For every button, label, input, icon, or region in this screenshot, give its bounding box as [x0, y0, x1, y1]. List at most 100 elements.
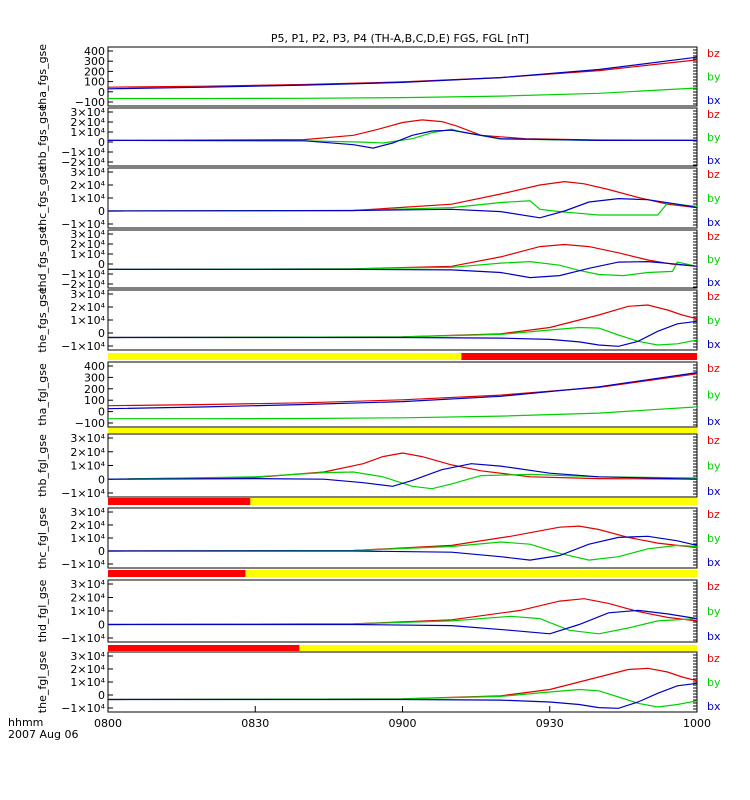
series-bz-line [107, 243, 698, 270]
series-bz-line [107, 180, 698, 212]
legend-by: by [707, 71, 721, 84]
y-tick-label: 0 [98, 136, 105, 149]
panel-frame [107, 167, 698, 229]
y-tick-label: 1×10⁴ [70, 248, 105, 261]
x-tick-label: 0930 [536, 717, 564, 730]
date-label: 2007 Aug 06 [8, 728, 78, 741]
y-tick-label: −1×10⁴ [61, 218, 105, 231]
y-tick-label: 2×10⁴ [70, 238, 105, 251]
y-tick-label: −100 [75, 417, 105, 430]
series-by-line [107, 326, 698, 346]
panel-ylabel: thb_fgl_gse [36, 434, 49, 497]
y-tick-label: 0 [98, 689, 105, 702]
status-bar-segment [250, 498, 697, 505]
legend-by: by [707, 532, 721, 545]
legend-bz: bz [707, 168, 720, 181]
y-tick-label: 300 [84, 371, 105, 384]
y-tick-label: 3×10⁴ [70, 228, 105, 241]
series-bz-line [107, 59, 698, 88]
status-bar-segment [108, 353, 462, 360]
y-tick-label: 0 [98, 619, 105, 632]
panel-ylabel: tha_fgs_gse [36, 44, 49, 109]
legend-bz: bz [707, 108, 720, 121]
y-tick-label: 200 [84, 65, 105, 78]
panel-frame [107, 433, 698, 498]
y-tick-label: 1×10⁴ [70, 676, 105, 689]
legend-bx: bx [707, 415, 721, 428]
legend-bz: bz [707, 652, 720, 665]
y-tick-label: 2×10⁴ [70, 301, 105, 314]
legend-bx: bx [707, 154, 721, 167]
series-by-line [107, 688, 698, 708]
y-tick-label: −2×10⁴ [61, 156, 105, 169]
x-axis-label: hhmm [8, 716, 43, 729]
series-bx-line [107, 372, 698, 410]
series-bz-line [107, 525, 698, 552]
legend-bx: bx [707, 556, 721, 569]
legend-bx: bx [707, 276, 721, 289]
y-tick-label: 3×10⁴ [70, 166, 105, 179]
legend-by: by [707, 460, 721, 473]
y-tick-label: 3×10⁴ [70, 650, 105, 663]
y-tick-label: 1×10⁴ [70, 605, 105, 618]
legend-by: by [707, 253, 721, 266]
y-tick-label: 0 [98, 86, 105, 99]
legend-bx: bx [707, 216, 721, 229]
y-tick-label: 1×10⁴ [70, 460, 105, 473]
x-tick-label: 0830 [241, 717, 269, 730]
series-by-line [107, 615, 698, 635]
panel-ylabel: the_fgl_gse [36, 651, 49, 714]
y-tick-label: −1×10⁴ [61, 702, 105, 715]
series-by-line [108, 87, 698, 100]
legend-bz: bz [707, 47, 720, 60]
legend-bx: bx [707, 338, 721, 351]
series-bx-line [108, 320, 698, 347]
y-tick-label: 1×10⁴ [70, 192, 105, 205]
legend-by: by [707, 192, 721, 205]
legend-by: by [707, 676, 721, 689]
legend-by: by [707, 605, 721, 618]
panel-ylabel: thc_fgs_gse [36, 166, 49, 231]
y-tick-label: 400 [84, 360, 105, 373]
y-tick-label: 1×10⁴ [70, 314, 105, 327]
status-bar-segment [108, 570, 246, 577]
y-tick-label: 3×10⁴ [70, 432, 105, 445]
series-bx-line [108, 609, 698, 635]
status-bar-segment [108, 645, 300, 651]
y-tick-label: −1×10⁴ [61, 632, 105, 645]
panel-ylabel: the_fgs_gse [36, 287, 49, 352]
series-by-line [107, 541, 698, 561]
panel-frame [107, 507, 698, 569]
panel-frame [107, 651, 698, 713]
panel-frame [107, 289, 698, 351]
series-bz-line [107, 667, 698, 701]
y-tick-label: 3×10⁴ [70, 578, 105, 591]
legend-bx: bx [707, 485, 721, 498]
y-tick-label: 0 [98, 406, 105, 419]
plot-title: P5, P1, P2, P3, P4 (TH-A,B,C,D,E) FGS, F… [271, 32, 529, 45]
y-tick-label: −1×10⁴ [61, 558, 105, 571]
series-bx-line [108, 535, 698, 561]
panel-ylabel: thd_fgl_gse [36, 579, 49, 642]
series-bx-line [107, 463, 698, 487]
series-by-line [107, 471, 698, 490]
y-tick-label: 2×10⁴ [70, 179, 105, 192]
legend-bx: bx [707, 700, 721, 713]
series-bx-line [108, 682, 698, 709]
status-bar-segment [245, 570, 697, 577]
legend-by: by [707, 131, 721, 144]
series-bz-line [107, 373, 698, 407]
series-by-line [108, 406, 698, 420]
y-tick-label: 0 [98, 327, 105, 340]
y-tick-label: −1×10⁴ [61, 340, 105, 353]
y-tick-label: 0 [98, 205, 105, 218]
series-bx-line [108, 260, 698, 279]
y-tick-label: 2×10⁴ [70, 663, 105, 676]
